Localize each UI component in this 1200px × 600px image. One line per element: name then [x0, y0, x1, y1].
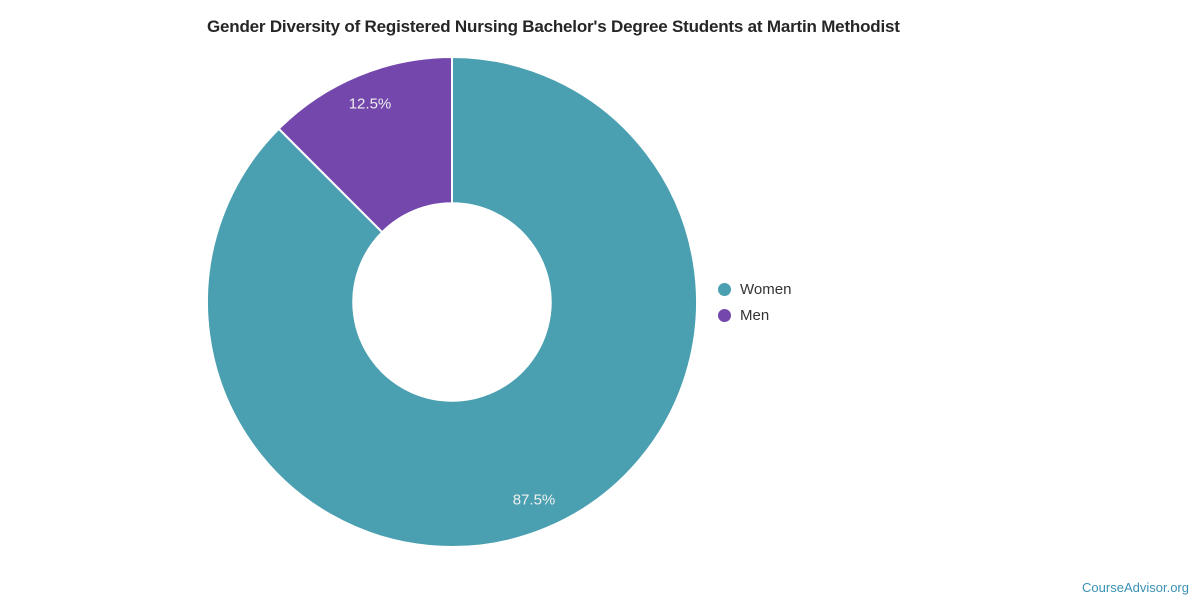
brand-link[interactable]: CourseAdvisor.org	[1082, 580, 1189, 595]
pie-slice-women[interactable]	[206, 56, 698, 548]
legend-item-men[interactable]: Men	[718, 302, 791, 328]
donut-chart: 87.5%12.5%	[206, 56, 698, 548]
legend: Women Men	[718, 276, 791, 328]
legend-item-women[interactable]: Women	[718, 276, 791, 302]
legend-swatch-icon	[718, 308, 731, 322]
legend-item-label: Women	[740, 280, 792, 298]
legend-item-label: Men	[740, 306, 770, 324]
legend-swatch-icon	[718, 282, 731, 296]
pie-slice-men[interactable]	[277, 56, 453, 234]
chart-title: Gender Diversity of Registered Nursing B…	[207, 17, 900, 36]
